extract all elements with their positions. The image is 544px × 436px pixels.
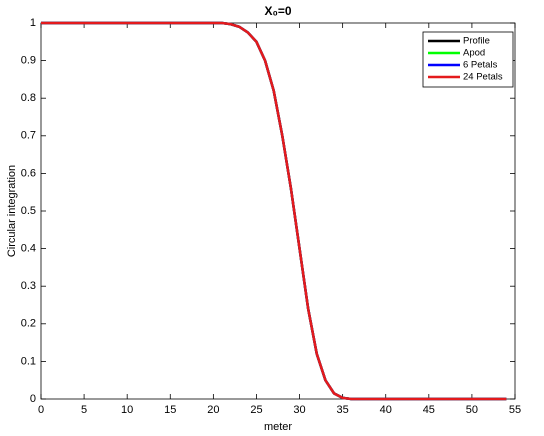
legend-label: 24 Petals [463, 72, 503, 83]
x-tick-label: 35 [337, 404, 349, 416]
y-tick-label: 0.9 [21, 55, 36, 67]
y-tick-label: 1 [30, 17, 36, 29]
y-axis-label: Circular integration [6, 165, 18, 257]
y-tick-label: 0.6 [21, 167, 36, 179]
chart-title: X₀=0 [264, 4, 291, 18]
x-tick-label: 30 [293, 404, 305, 416]
legend-label: Apod [463, 48, 485, 59]
line-series [41, 21, 507, 401]
x-tick-label: 15 [164, 404, 176, 416]
x-tick-label: 0 [38, 404, 44, 416]
x-tick-label: 5 [81, 404, 87, 416]
x-tick-label: 25 [250, 404, 262, 416]
y-tick-label: 0 [30, 393, 36, 405]
y-tick-label: 0.8 [21, 92, 36, 104]
x-tick-label: 10 [121, 404, 133, 416]
y-tick-label: 0.5 [21, 205, 36, 217]
y-tick-label: 0.3 [21, 280, 36, 292]
y-tick-label: 0.1 [21, 355, 36, 367]
x-tick-label: 40 [380, 404, 392, 416]
y-tick-label: 0.4 [21, 243, 36, 255]
y-tick-label: 0.2 [21, 318, 36, 330]
x-tick-label: 55 [509, 404, 521, 416]
x-tick-label: 20 [207, 404, 219, 416]
legend-label: 6 Petals [463, 60, 498, 71]
x-tick-label: 45 [423, 404, 435, 416]
y-tick-label: 0.7 [21, 130, 36, 142]
x-tick-label: 50 [466, 404, 478, 416]
legend-label: Profile [463, 36, 490, 47]
x-axis-label: meter [264, 421, 292, 433]
